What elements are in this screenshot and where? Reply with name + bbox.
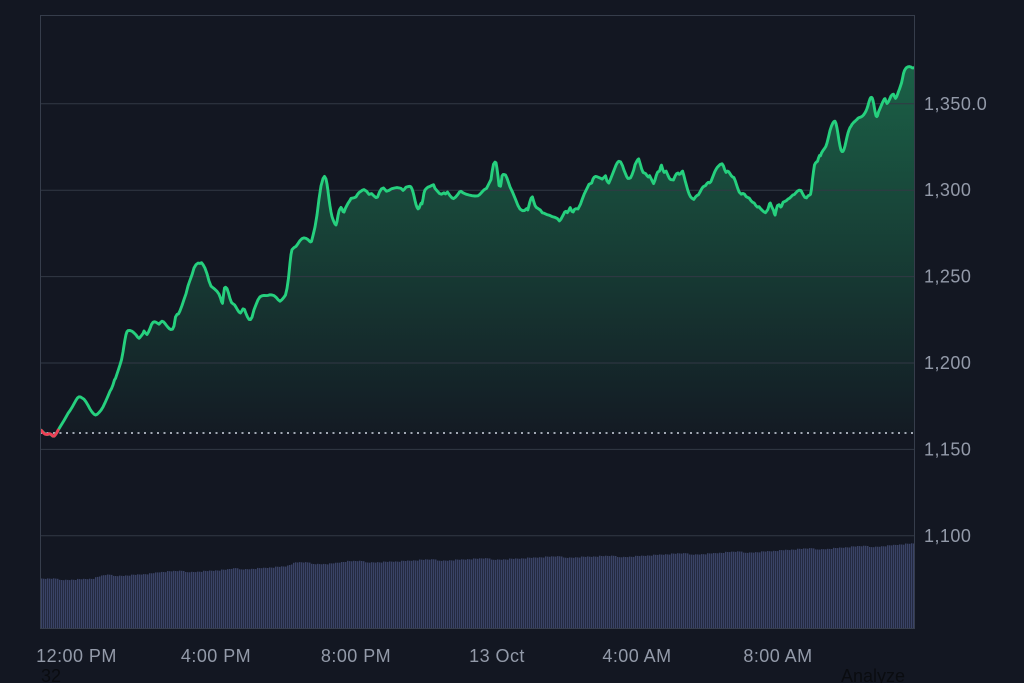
svg-text:12:00 PM: 12:00 PM bbox=[36, 646, 117, 666]
svg-text:1,300: 1,300 bbox=[924, 180, 971, 200]
svg-text:32: 32 bbox=[41, 666, 61, 683]
svg-text:1,350.0: 1,350.0 bbox=[924, 94, 987, 114]
svg-text:4:00 PM: 4:00 PM bbox=[181, 646, 251, 666]
svg-text:1,250: 1,250 bbox=[924, 267, 971, 287]
svg-text:1,150: 1,150 bbox=[924, 439, 971, 459]
svg-text:8:00 PM: 8:00 PM bbox=[321, 646, 391, 666]
svg-text:1,100: 1,100 bbox=[924, 526, 971, 546]
svg-text:1,200: 1,200 bbox=[924, 353, 971, 373]
svg-text:13 Oct: 13 Oct bbox=[469, 646, 525, 666]
svg-text:4:00 AM: 4:00 AM bbox=[602, 646, 671, 666]
svg-text:Analyze: Analyze bbox=[841, 666, 905, 683]
svg-text:8:00 AM: 8:00 AM bbox=[743, 646, 812, 666]
